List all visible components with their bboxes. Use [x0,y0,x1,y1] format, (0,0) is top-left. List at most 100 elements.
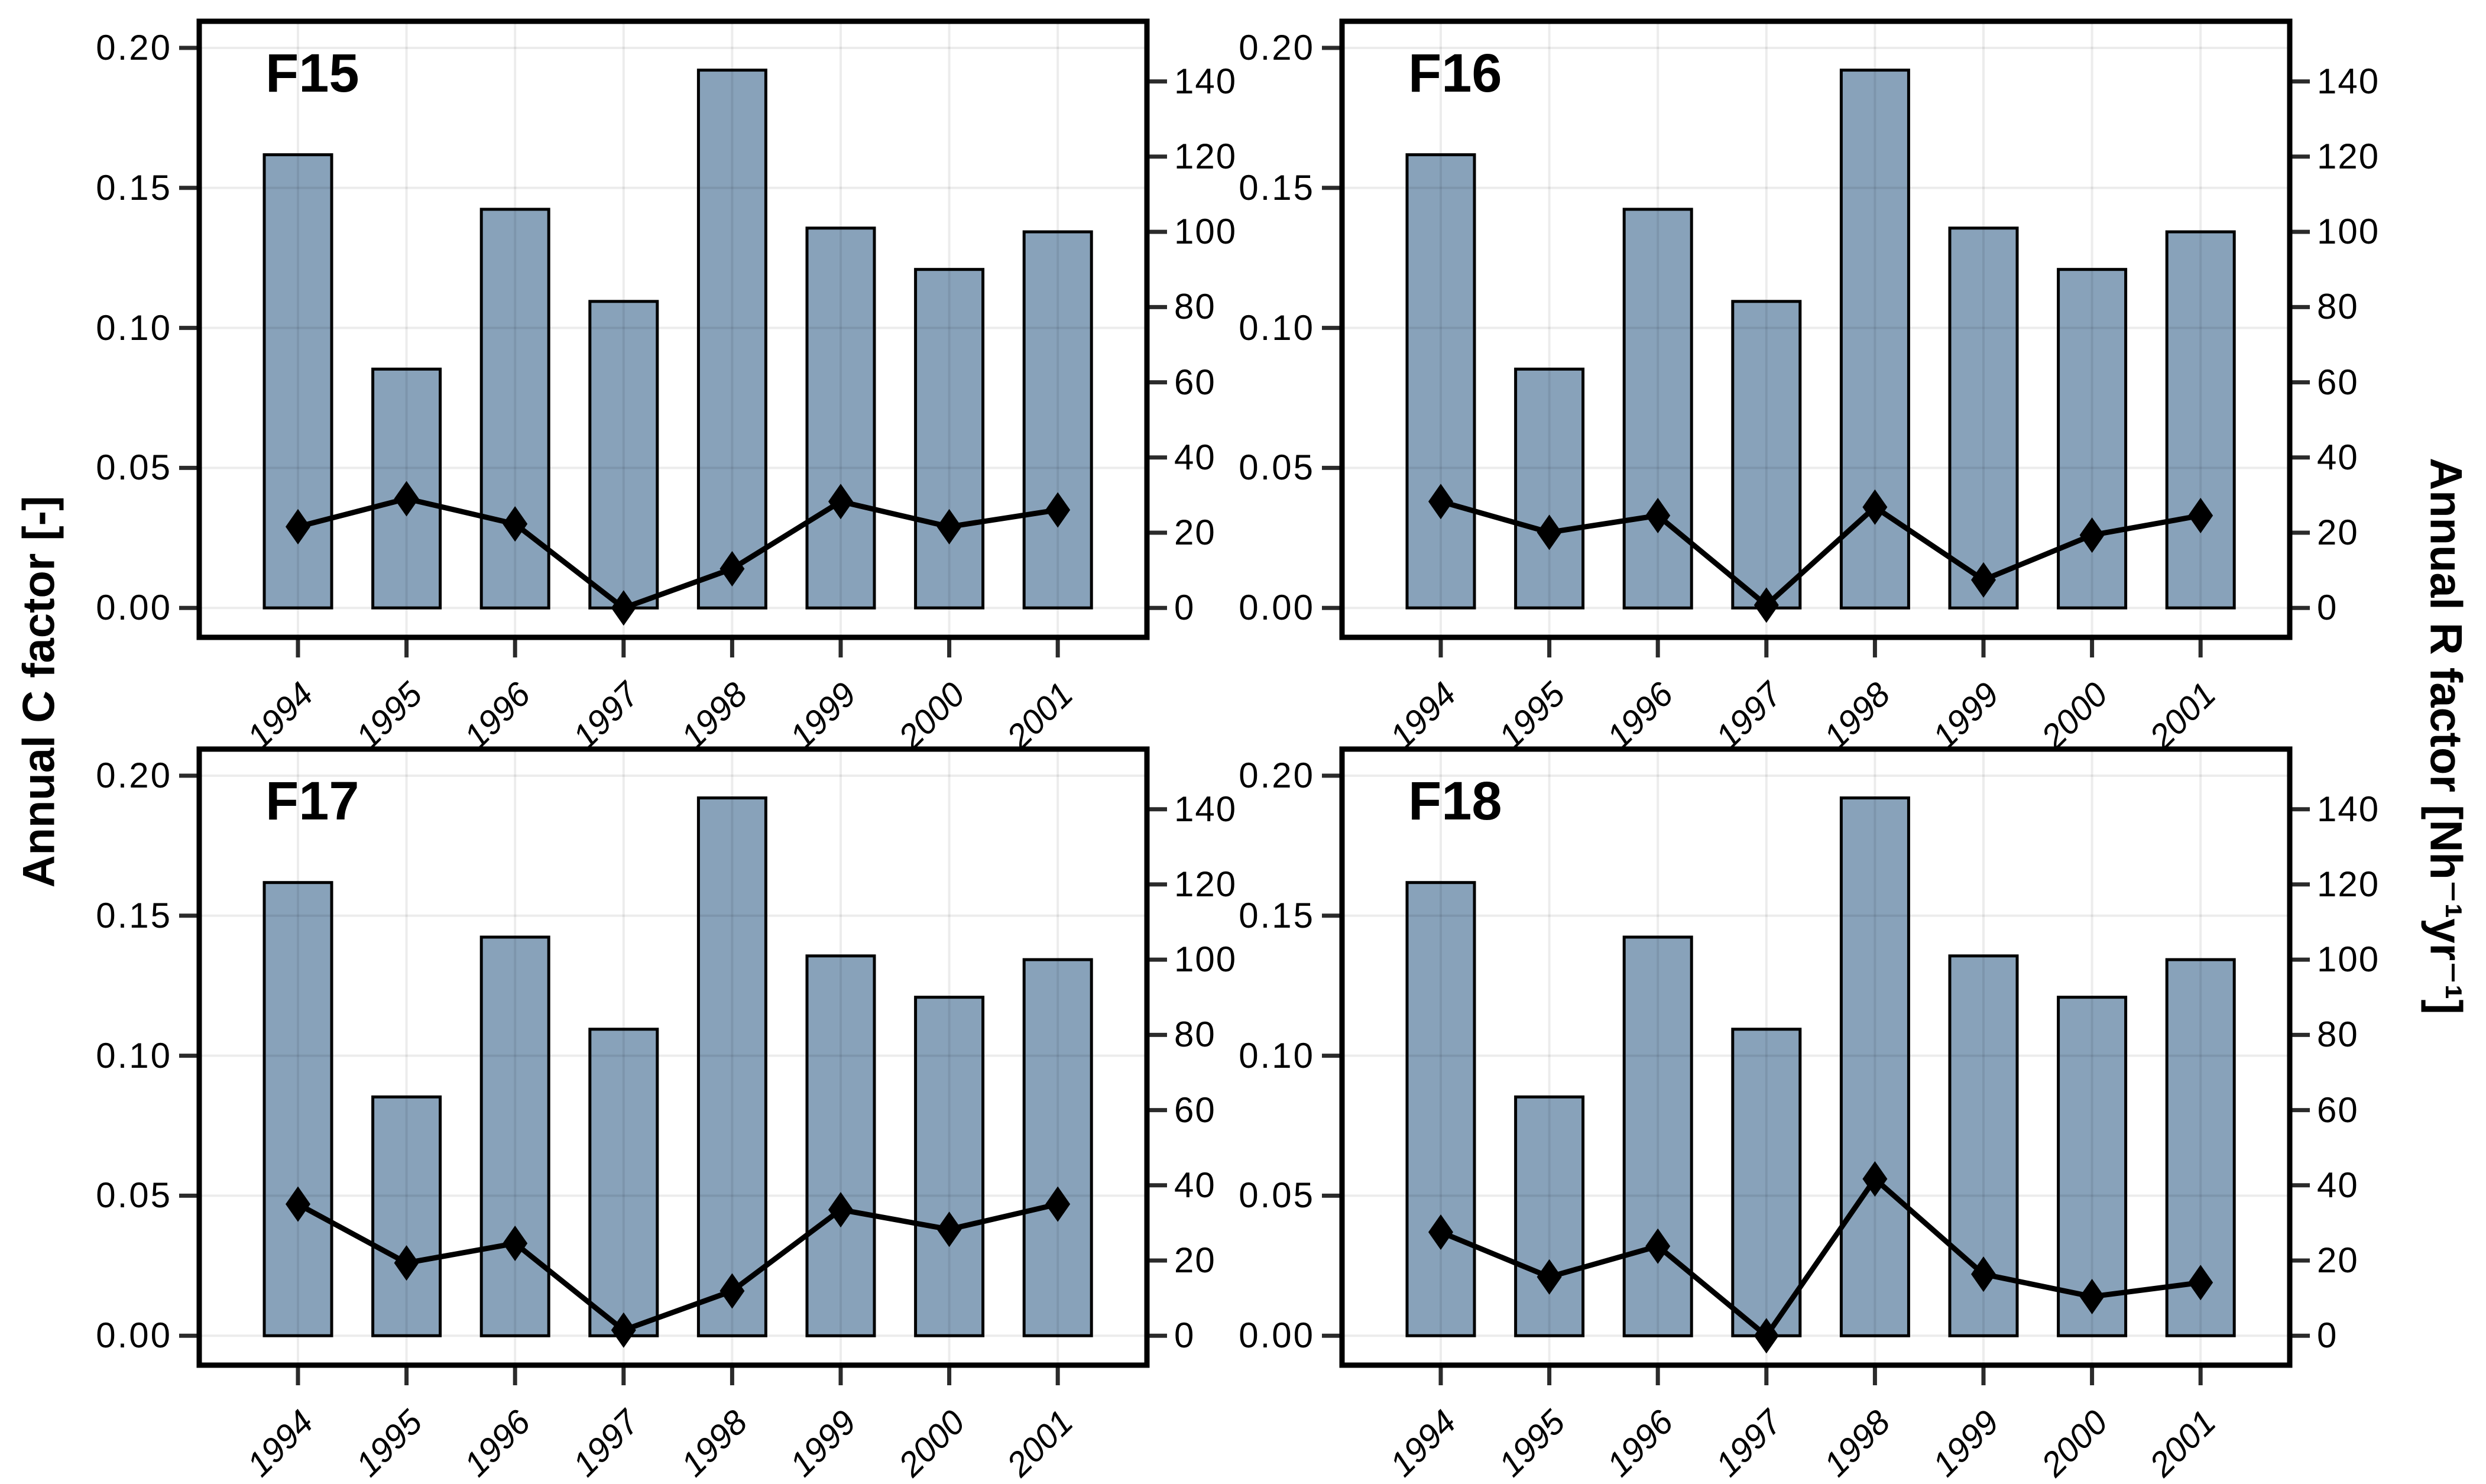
y-tick-label-left: 0.00 [96,1315,172,1356]
c-factor-marker-1996 [1645,1228,1671,1264]
y-tick-label-right: 20 [2317,513,2359,553]
y-tick-label-right: 60 [2317,1090,2359,1130]
y-tick-label-right: 60 [1174,362,1216,402]
bar-2001 [2165,230,2236,610]
x-tick-label: 2000 [2034,675,2115,756]
bar-1996 [1622,935,1693,1337]
panel-f18-plot [1322,746,2310,1385]
y-tick-label-left: 0.20 [96,27,172,67]
y-tick-label-right: 40 [1174,437,1216,477]
c-factor-marker-2000 [936,1211,962,1248]
c-factor-marker-1994 [286,508,310,545]
y-tick-label-left: 0.00 [96,588,172,628]
panel-f15-plot [179,18,1167,657]
panel-background [199,21,1147,637]
panel-border [196,746,1150,1368]
y-tick-label-right: 140 [2317,61,2380,101]
y-tick-label-right: 20 [2317,1240,2359,1281]
panel-background [1342,21,2290,637]
bar-1995 [1514,367,1585,610]
panel-f16-plot [1322,18,2310,657]
x-tick-label: 2000 [2034,1402,2115,1484]
c-factor-marker-1996 [503,1225,528,1261]
c-factor-marker-1994 [286,1186,310,1222]
bar-2000 [914,996,985,1337]
c-factor-marker-1995 [394,481,419,517]
y-tick-label-right: 100 [1174,939,1237,980]
y-tick-label-right: 80 [1174,287,1216,327]
panel-border [1339,18,2293,640]
c-factor-marker-1995 [1537,514,1562,550]
y-tick-label-right: 80 [2317,1015,2359,1055]
c-factor-line [296,1201,1059,1333]
c-factor-marker-1994 [1428,1214,1453,1250]
c-factor-line [1440,1176,2201,1339]
c-factor-line [297,496,1058,611]
panel-title-f18: F18 [1408,771,1502,831]
c-factor-marker-1998 [719,1273,745,1309]
c-factor-marker-1998 [1862,489,1888,525]
x-tick-label: 1999 [782,675,864,756]
bar-1999 [1948,226,2019,610]
c-factor-marker-1994 [1428,484,1453,520]
bar-1999 [805,226,876,610]
y-tick-label-right: 80 [2317,287,2359,327]
x-tick-label: 1997 [565,675,647,756]
c-factor-marker-1995 [1537,1259,1562,1295]
x-tick-label: 2001 [2142,675,2224,756]
y-tick-label-right: 40 [2317,437,2359,477]
c-factor-marker-1996 [1645,497,1671,533]
x-tick-label: 1998 [673,675,756,756]
bar-1996 [1622,208,1693,610]
c-factor-marker-2000 [2079,517,2105,553]
x-tick-label: 1994 [1382,1402,1464,1484]
x-tick-label: 1994 [239,675,321,756]
y-tick-label-right: 140 [2317,789,2380,829]
c-factor-marker-1997 [1754,1318,1779,1354]
c-factor-marker-1995 [394,1245,419,1281]
y-tick-label-right: 120 [2317,864,2380,904]
bar-1994 [262,881,333,1337]
y-tick-label-left: 0.05 [96,448,172,488]
c-factor-line [1440,498,2201,608]
y-tick-label-right: 20 [1174,1240,1216,1281]
y-tick-label-right: 20 [1174,513,1216,553]
x-tick-label: 2001 [999,1402,1081,1484]
bar-1998 [696,69,767,610]
panel-f17-plot [179,746,1167,1385]
x-tick-label: 1994 [239,1402,321,1484]
y-tick-label-right: 100 [2317,939,2380,980]
c-factor-marker-1997 [611,1312,636,1348]
c-factor-marker-2001 [2188,1265,2213,1301]
x-tick-label: 1995 [348,1402,430,1484]
panel-title-f15: F15 [265,43,359,103]
y-tick-label-left: 0.05 [1239,1175,1315,1216]
x-tick-label: 1999 [782,1402,864,1484]
panel-border [1339,746,2293,1368]
bar-1998 [696,796,767,1337]
x-tick-label: 1997 [1708,1402,1790,1484]
y-tick-label-left: 0.15 [96,895,172,935]
bar-2001 [1022,230,1093,610]
bar-1999 [805,954,876,1337]
bar-1997 [1731,300,1802,610]
x-tick-label: 2001 [2142,1402,2224,1484]
c-factor-marker-1997 [1754,587,1779,623]
bar-1997 [1731,1028,1802,1337]
c-factor-marker-1999 [1971,562,1996,598]
x-tick-label: 1998 [1816,1402,1898,1484]
x-tick-label: 1997 [1708,675,1790,756]
bar-1997 [588,1028,659,1337]
panel-background [199,749,1147,1365]
c-factor-marker-2001 [2188,497,2213,533]
x-tick-label: 1996 [456,675,538,756]
c-factor-marker-1996 [503,506,528,542]
y-tick-label-right: 0 [1174,1315,1195,1356]
x-tick-label: 1997 [565,1402,647,1484]
bar-1995 [1514,1095,1585,1337]
y-tick-label-right: 120 [2317,136,2380,176]
panel-background [1342,749,2290,1365]
y-tick-label-left: 0.20 [1239,27,1315,67]
c-factor-marker-2001 [1045,1186,1071,1222]
